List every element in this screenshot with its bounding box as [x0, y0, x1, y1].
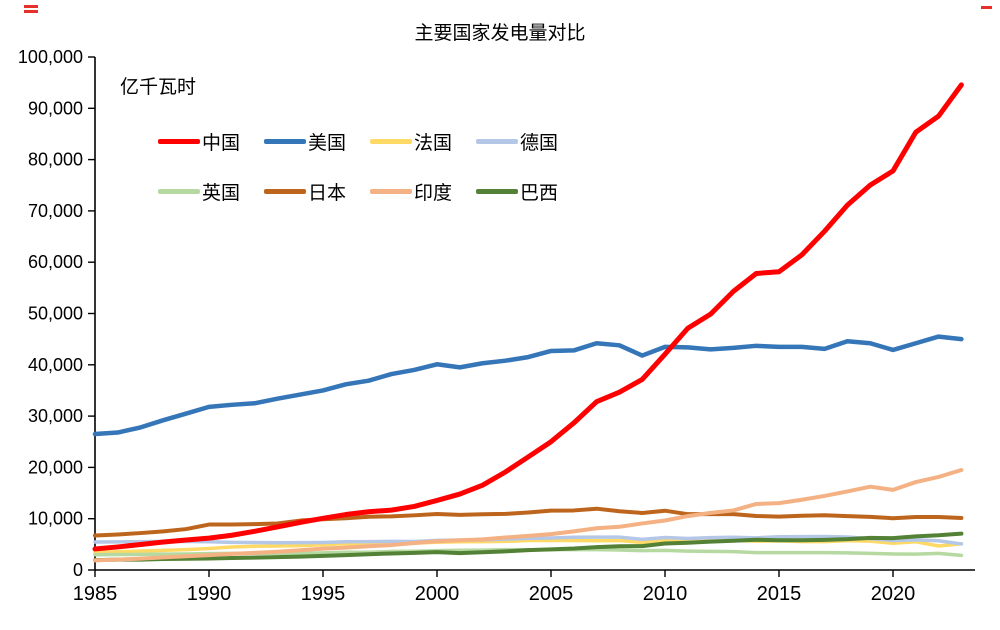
x-tick-label: 1990 [187, 583, 232, 605]
legend-swatch-usa [264, 138, 306, 144]
legend-label-uk: 英国 [202, 182, 241, 204]
y-tick-label: 50,000 [28, 304, 83, 324]
corner-mark-left-1 [24, 5, 38, 8]
legend-item-japan: 日本 [264, 178, 370, 204]
x-tick-label: 2010 [643, 583, 688, 605]
legend-item-brazil: 巴西 [476, 178, 582, 204]
x-tick-label: 2000 [415, 583, 460, 605]
legend-item-china: 中国 [158, 128, 264, 154]
legend-swatch-brazil [476, 188, 518, 194]
x-tick-label: 1985 [73, 583, 118, 605]
y-tick-label: 40,000 [28, 355, 83, 375]
series-line-japan [93, 506, 964, 538]
series-line-germany [93, 534, 964, 546]
legend-item-india: 印度 [370, 178, 476, 204]
legend-swatch-uk [158, 188, 200, 194]
series-line-india [93, 468, 964, 563]
chart-title: 主要国家发电量对比 [414, 23, 586, 44]
legend-item-france: 法国 [370, 128, 476, 154]
x-tick-label: 2005 [529, 583, 574, 605]
legend-swatch-japan [264, 188, 306, 194]
x-tick-label: 2020 [871, 583, 916, 605]
y-tick-label: 80,000 [28, 150, 83, 170]
y-tick-label: 70,000 [28, 201, 83, 221]
x-tick-label: 1995 [301, 583, 346, 605]
y-tick-label: 20,000 [28, 457, 83, 477]
legend-label-germany: 德国 [520, 132, 559, 154]
legend-label-china: 中国 [202, 132, 241, 154]
legend-swatch-germany [476, 138, 518, 144]
y-tick-label: 0 [73, 560, 83, 580]
corner-mark-left-2 [24, 10, 38, 13]
legend-item-usa: 美国 [264, 128, 370, 154]
series-line-brazil [93, 531, 964, 563]
legend-label-usa: 美国 [308, 132, 347, 154]
legend-swatch-china [158, 138, 200, 144]
legend-swatch-india [370, 188, 412, 194]
legend-item-germany: 德国 [476, 128, 582, 154]
series-line-china [92, 82, 964, 552]
legend-label-india: 印度 [414, 182, 453, 204]
y-tick-label: 60,000 [28, 252, 83, 272]
legend-label-japan: 日本 [308, 182, 347, 204]
corner-mark-right [981, 6, 992, 9]
legend-label-france: 法国 [414, 132, 453, 154]
y-axis-unit-label: 亿千瓦时 [120, 77, 197, 98]
chart-legend: 中国 美国 法国 德国英国 日本 印度 巴西 [158, 128, 582, 204]
y-tick-label: 100,000 [18, 47, 83, 67]
y-tick-label: 10,000 [28, 509, 83, 529]
legend-label-brazil: 巴西 [520, 182, 559, 204]
y-tick-label: 90,000 [28, 98, 83, 118]
legend-item-uk: 英国 [158, 178, 264, 204]
legend-swatch-france [370, 138, 412, 144]
y-tick-label: 30,000 [28, 406, 83, 426]
series-line-usa [92, 334, 964, 437]
x-tick-label: 2015 [757, 583, 802, 605]
